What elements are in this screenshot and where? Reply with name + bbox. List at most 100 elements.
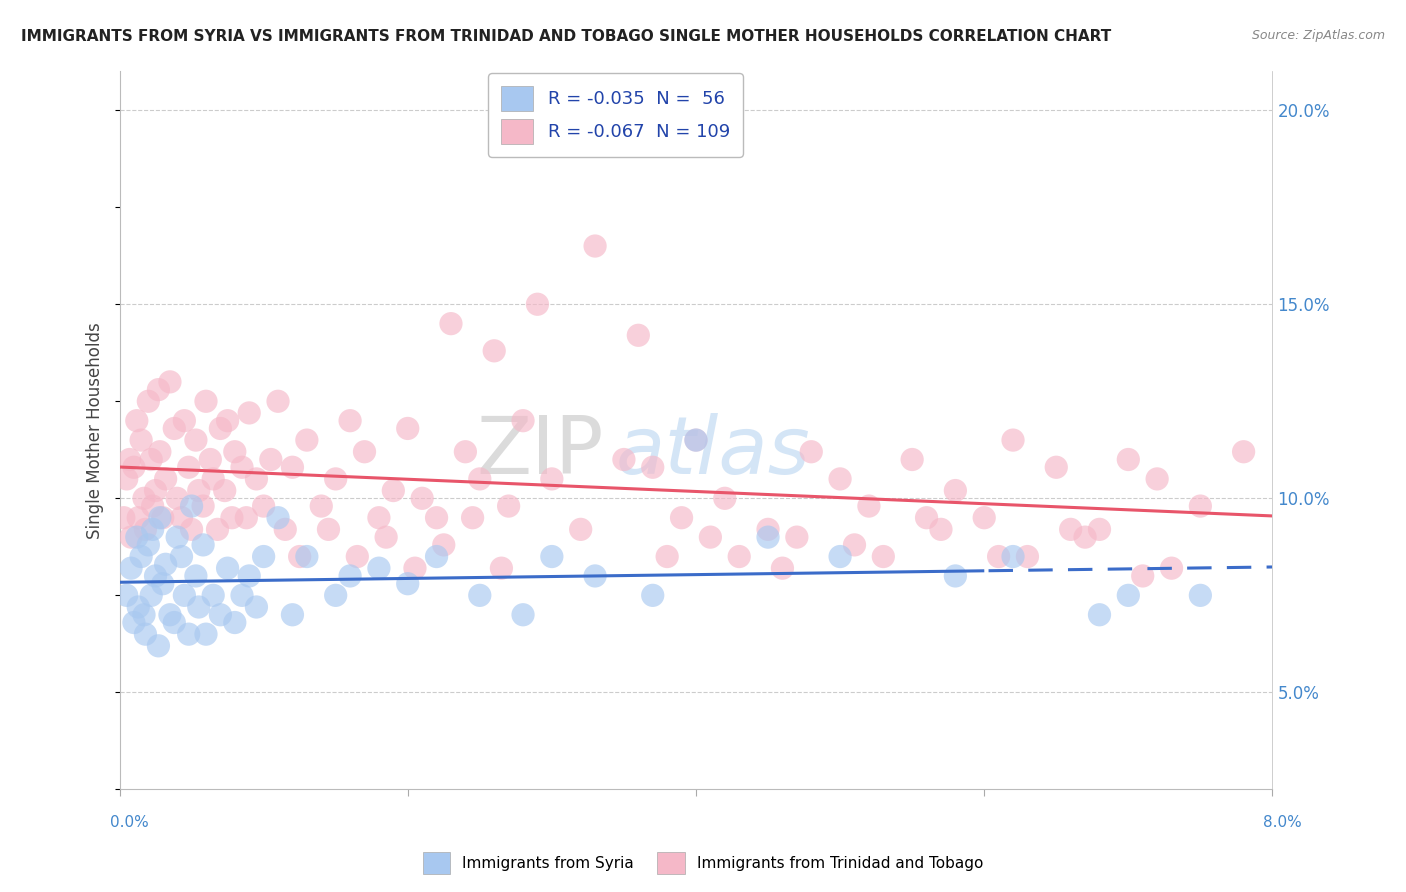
Point xyxy=(396,421,419,435)
Point xyxy=(1189,499,1212,513)
Point xyxy=(173,414,195,428)
Point xyxy=(138,394,160,409)
Point xyxy=(224,615,246,630)
Point xyxy=(830,472,852,486)
Point xyxy=(498,499,520,513)
Point xyxy=(191,538,214,552)
Point xyxy=(1088,607,1111,622)
Point xyxy=(166,530,188,544)
Point xyxy=(375,530,398,544)
Point xyxy=(484,343,506,358)
Point xyxy=(440,317,463,331)
Point xyxy=(118,452,141,467)
Point xyxy=(844,538,866,552)
Point xyxy=(149,444,172,458)
Point xyxy=(1060,522,1083,536)
Point xyxy=(325,588,347,602)
Point xyxy=(231,460,253,475)
Point xyxy=(132,607,155,622)
Point xyxy=(426,549,449,564)
Point xyxy=(260,452,283,467)
Point xyxy=(125,414,148,428)
Point xyxy=(973,510,995,524)
Point xyxy=(120,561,142,575)
Point xyxy=(166,491,188,506)
Point xyxy=(217,561,239,575)
Point xyxy=(120,530,142,544)
Point xyxy=(382,483,405,498)
Point xyxy=(127,599,149,614)
Point xyxy=(756,522,779,536)
Point xyxy=(1001,549,1024,564)
Point xyxy=(134,627,156,641)
Point xyxy=(267,510,290,524)
Point xyxy=(238,406,260,420)
Point xyxy=(396,576,419,591)
Point xyxy=(1232,444,1256,458)
Point xyxy=(281,607,304,622)
Point xyxy=(685,433,707,447)
Point xyxy=(526,297,548,311)
Point xyxy=(569,522,592,536)
Point xyxy=(148,639,170,653)
Point xyxy=(540,472,562,486)
Point xyxy=(512,414,534,428)
Point xyxy=(1074,530,1097,544)
Point xyxy=(184,433,207,447)
Point xyxy=(245,472,267,486)
Point xyxy=(209,421,232,435)
Point xyxy=(115,472,138,486)
Point xyxy=(170,549,193,564)
Point xyxy=(404,561,426,575)
Point xyxy=(800,444,823,458)
Point xyxy=(253,549,276,564)
Point xyxy=(129,433,152,447)
Point xyxy=(145,569,167,583)
Point xyxy=(339,414,361,428)
Point xyxy=(170,510,193,524)
Y-axis label: Single Mother Households: Single Mother Households xyxy=(86,322,104,539)
Point xyxy=(1045,460,1067,475)
Text: ZIP: ZIP xyxy=(477,413,603,491)
Point xyxy=(274,522,297,536)
Point xyxy=(468,472,491,486)
Point xyxy=(141,588,163,602)
Point xyxy=(155,558,177,572)
Point xyxy=(714,491,737,506)
Point xyxy=(929,522,952,536)
Point xyxy=(134,522,156,536)
Point xyxy=(112,510,135,524)
Text: atlas: atlas xyxy=(616,413,810,491)
Point xyxy=(155,472,177,486)
Point xyxy=(613,452,636,467)
Point xyxy=(180,499,202,513)
Point xyxy=(1001,433,1024,447)
Point xyxy=(491,561,513,575)
Point xyxy=(207,522,229,536)
Point xyxy=(191,499,214,513)
Point xyxy=(125,530,148,544)
Point xyxy=(318,522,340,536)
Point xyxy=(145,483,167,498)
Point xyxy=(235,510,257,524)
Point xyxy=(368,510,391,524)
Point xyxy=(583,239,606,253)
Text: Source: ZipAtlas.com: Source: ZipAtlas.com xyxy=(1251,29,1385,42)
Point xyxy=(339,569,361,583)
Point xyxy=(1118,452,1140,467)
Point xyxy=(231,588,253,602)
Point xyxy=(1132,569,1154,583)
Point xyxy=(468,588,491,602)
Point xyxy=(177,627,200,641)
Point xyxy=(194,394,218,409)
Point xyxy=(901,452,924,467)
Point xyxy=(671,510,693,524)
Point xyxy=(1017,549,1039,564)
Point xyxy=(149,510,172,524)
Point xyxy=(461,510,484,524)
Point xyxy=(200,452,222,467)
Point xyxy=(353,444,375,458)
Point xyxy=(148,383,170,397)
Point xyxy=(1118,588,1140,602)
Point xyxy=(454,444,477,458)
